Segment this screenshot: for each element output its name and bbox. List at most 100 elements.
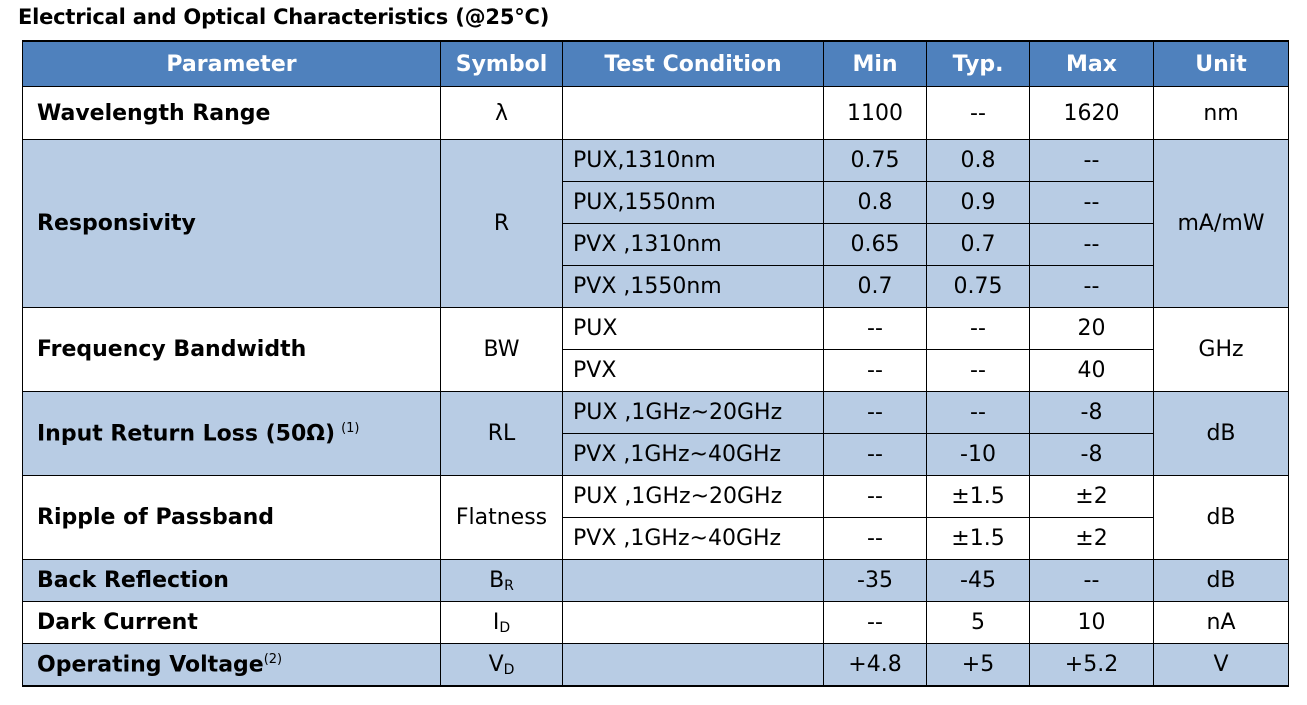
min-cell: --: [823, 475, 927, 518]
unit-cell: dB: [1153, 391, 1289, 476]
characteristics-table: Parameter Symbol Test Condition Min Typ.…: [22, 40, 1289, 687]
header-min: Min: [823, 40, 927, 87]
table-row-back-reflection: Back Reflection BR -35 -45 -- dB: [22, 559, 1289, 602]
min-cell: -35: [823, 559, 927, 602]
footnote-ref: (2): [263, 651, 283, 667]
header-max: Max: [1029, 40, 1154, 87]
symbol-subscript: D: [499, 619, 511, 636]
condition-cell: PVX: [562, 349, 824, 392]
header-unit: Unit: [1153, 40, 1289, 87]
symbol-main: I: [492, 609, 500, 635]
table-row-responsivity: PUX,1550nm 0.8 0.9 --: [23, 181, 1289, 224]
table-row-return-loss: Input Return Loss (50Ω) (1) RL PUX ,1GHz~…: [22, 391, 1289, 476]
param-cell: Ripple of Passband: [22, 475, 441, 560]
symbol-main: V: [488, 651, 504, 677]
symbol-cell: VD: [440, 643, 563, 687]
table-row-bandwidth: Frequency Bandwidth BW PUX -- -- 20 GHz: [22, 307, 1289, 392]
min-cell: --: [823, 517, 927, 560]
symbol-cell: λ: [440, 86, 563, 140]
param-cell: Input Return Loss (50Ω) (1): [22, 391, 441, 476]
condition-cell: [562, 86, 824, 140]
max-cell: --: [1029, 559, 1154, 602]
symbol-cell: ID: [440, 601, 563, 644]
typ-cell: +5: [926, 643, 1030, 687]
typ-cell: --: [926, 391, 1030, 434]
typ-cell: -10: [926, 433, 1030, 476]
condition-cell: PUX ,1GHz~20GHz: [562, 391, 824, 434]
typ-cell: --: [926, 86, 1030, 140]
unit-cell: dB: [1153, 559, 1289, 602]
min-cell: 1100: [823, 86, 927, 140]
min-cell: --: [823, 307, 927, 350]
param-label: Operating Voltage: [37, 652, 264, 678]
typ-cell: ±1.5: [926, 475, 1030, 518]
param-label: Input Return Loss (50Ω): [37, 421, 336, 447]
symbol-cell: R: [440, 139, 563, 308]
typ-cell: --: [926, 307, 1030, 350]
max-cell: ±2: [1029, 475, 1154, 518]
table-row-ripple: Ripple of Passband Flatness PUX ,1GHz~20…: [22, 475, 1289, 560]
condition-cell: [562, 643, 824, 687]
min-cell: +4.8: [823, 643, 927, 687]
symbol-cell: RL: [440, 391, 563, 476]
condition-cell: PVX ,1310nm: [562, 223, 824, 266]
header-row: Parameter Symbol Test Condition Min Typ.…: [22, 40, 1289, 87]
param-cell: Wavelength Range: [22, 86, 441, 140]
max-cell: 40: [1029, 349, 1154, 392]
table-row-responsivity: PVX ,1310nm 0.65 0.7 --: [23, 223, 1289, 266]
min-cell: 0.7: [823, 265, 927, 308]
max-cell: 10: [1029, 601, 1154, 644]
param-cell: Frequency Bandwidth: [22, 307, 441, 392]
condition-cell: PUX ,1GHz~20GHz: [562, 475, 824, 518]
table-row-bandwidth: PVX -- -- 40: [23, 349, 1289, 392]
param-cell: Back Reflection: [22, 559, 441, 602]
table-row-responsivity: PVX ,1550nm 0.7 0.75 --: [23, 265, 1289, 308]
typ-cell: 0.9: [926, 181, 1030, 224]
header-symbol: Symbol: [440, 40, 563, 87]
max-cell: ±2: [1029, 517, 1154, 560]
max-cell: --: [1029, 265, 1154, 308]
unit-cell: mA/mW: [1153, 139, 1289, 308]
min-cell: --: [823, 349, 927, 392]
max-cell: 20: [1029, 307, 1154, 350]
header-condition: Test Condition: [562, 40, 824, 87]
table-row-voltage: Operating Voltage(2) VD +4.8 +5 +5.2 V: [22, 643, 1289, 687]
condition-cell: PVX ,1GHz~40GHz: [562, 433, 824, 476]
condition-cell: PUX,1310nm: [562, 139, 824, 182]
condition-cell: PVX ,1GHz~40GHz: [562, 517, 824, 560]
typ-cell: 5: [926, 601, 1030, 644]
condition-cell: [562, 601, 824, 644]
max-cell: -8: [1029, 391, 1154, 434]
symbol-main: B: [489, 567, 505, 593]
max-cell: +5.2: [1029, 643, 1154, 687]
min-cell: --: [823, 601, 927, 644]
min-cell: 0.8: [823, 181, 927, 224]
unit-cell: dB: [1153, 475, 1289, 560]
condition-cell: PVX ,1550nm: [562, 265, 824, 308]
header-typ: Typ.: [926, 40, 1030, 87]
min-cell: --: [823, 391, 927, 434]
condition-cell: PUX: [562, 307, 824, 350]
max-cell: --: [1029, 139, 1154, 182]
typ-cell: 0.8: [926, 139, 1030, 182]
header-parameter: Parameter: [22, 40, 441, 87]
unit-cell: GHz: [1153, 307, 1289, 392]
table-row-dark-current: Dark Current ID -- 5 10 nA: [22, 601, 1289, 644]
table-row-wavelength: Wavelength Range λ 1100 -- 1620 nm: [22, 86, 1289, 140]
typ-cell: ±1.5: [926, 517, 1030, 560]
typ-cell: --: [926, 349, 1030, 392]
typ-cell: -45: [926, 559, 1030, 602]
condition-cell: [562, 559, 824, 602]
unit-cell: V: [1153, 643, 1289, 687]
min-cell: 0.65: [823, 223, 927, 266]
max-cell: 1620: [1029, 86, 1154, 140]
param-cell: Responsivity: [22, 139, 441, 308]
max-cell: --: [1029, 223, 1154, 266]
unit-cell: nm: [1153, 86, 1289, 140]
symbol-cell: BW: [440, 307, 563, 392]
symbol-cell: Flatness: [440, 475, 563, 560]
typ-cell: 0.75: [926, 265, 1030, 308]
symbol-subscript: D: [503, 661, 515, 678]
param-cell: Operating Voltage(2): [22, 643, 441, 687]
typ-cell: 0.7: [926, 223, 1030, 266]
